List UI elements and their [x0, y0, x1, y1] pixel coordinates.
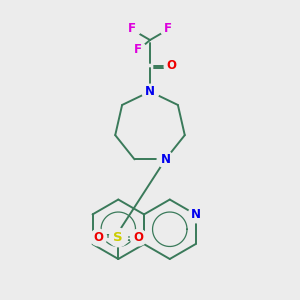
Text: N: N [190, 208, 200, 221]
Text: N: N [160, 153, 170, 166]
Text: F: F [164, 22, 172, 34]
Text: O: O [94, 231, 103, 244]
Text: N: N [145, 85, 155, 98]
Text: F: F [134, 44, 142, 56]
Text: O: O [133, 231, 143, 244]
Text: F: F [128, 22, 136, 34]
Text: O: O [167, 59, 177, 72]
Text: S: S [113, 231, 123, 244]
